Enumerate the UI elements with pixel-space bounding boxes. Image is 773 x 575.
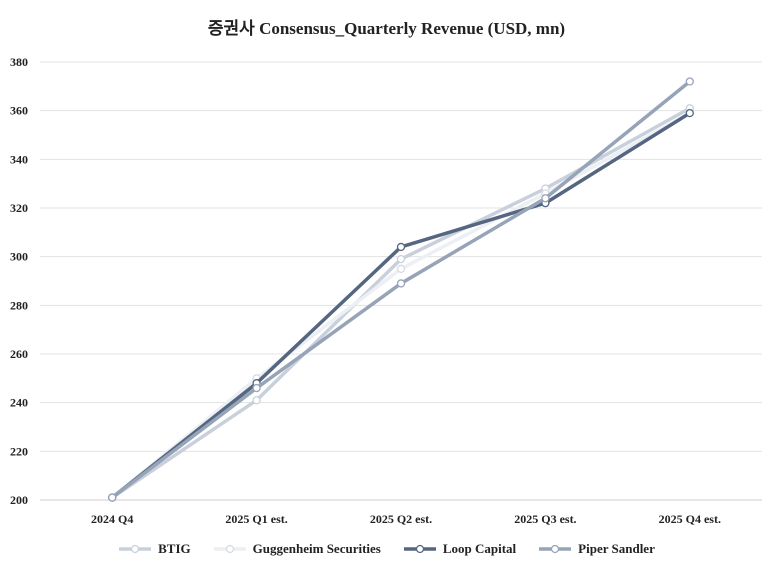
x-tick-label: 2025 Q3 est.: [514, 512, 576, 526]
y-tick-label: 240: [10, 396, 28, 410]
data-point: [685, 77, 694, 86]
x-tick-label: 2025 Q1 est.: [225, 512, 287, 526]
legend-swatch: [119, 544, 152, 554]
y-tick-label: 320: [10, 201, 28, 215]
x-axis-ticks: 2024 Q4 2025 Q1 est. 2025 Q2 est. 2025 Q3 e…: [91, 512, 721, 526]
data-point: [541, 194, 550, 203]
legend-item: Loop Capital: [403, 541, 516, 557]
data-point: [685, 108, 694, 118]
y-tick-label: 260: [10, 347, 28, 361]
data-point: [396, 242, 406, 252]
x-tick-label: 2025 Q2 est.: [370, 512, 432, 526]
legend-label: Guggenheim Securities: [252, 541, 381, 556]
data-point: [396, 254, 406, 264]
legend-item: Piper Sandler: [538, 541, 655, 557]
data-point: [108, 493, 117, 502]
legend-label: BTIG: [158, 541, 191, 556]
y-axis-ticks: 200 220 240 260 280 300 320 340 360 380: [10, 55, 28, 507]
y-tick-label: 360: [10, 104, 28, 118]
legend-item: BTIG: [118, 541, 191, 557]
data-point: [252, 383, 261, 393]
y-tick-label: 300: [10, 250, 28, 264]
y-tick-label: 200: [10, 493, 28, 507]
legend-item: Guggenheim Securities: [213, 541, 381, 557]
legend-swatch: [213, 544, 246, 554]
x-tick-label: 2024 Q4: [91, 512, 133, 526]
y-tick-label: 280: [10, 298, 28, 312]
grid-lines: [40, 61, 762, 501]
legend-swatch: [403, 544, 436, 554]
legend: BTIG Guggenheim Securities Loop Capital Pip…: [0, 541, 773, 557]
legend-swatch: [539, 544, 572, 554]
series-line: [111, 80, 691, 499]
series-piper-sandler: [108, 77, 694, 502]
data-point: [396, 279, 406, 288]
chart-title: 증권사 Consensus_Quarterly Revenue (USD, mn…: [207, 19, 566, 38]
data-point: [252, 396, 261, 405]
y-tick-label: 380: [10, 55, 28, 69]
legend-label: Piper Sandler: [578, 541, 655, 556]
legend-label: Loop Capital: [442, 541, 517, 556]
y-tick-label: 220: [10, 444, 28, 458]
x-tick-label: 2025 Q4 est.: [659, 512, 721, 526]
data-point: [396, 264, 406, 273]
y-tick-label: 340: [10, 152, 28, 166]
series-lines: [108, 77, 694, 502]
